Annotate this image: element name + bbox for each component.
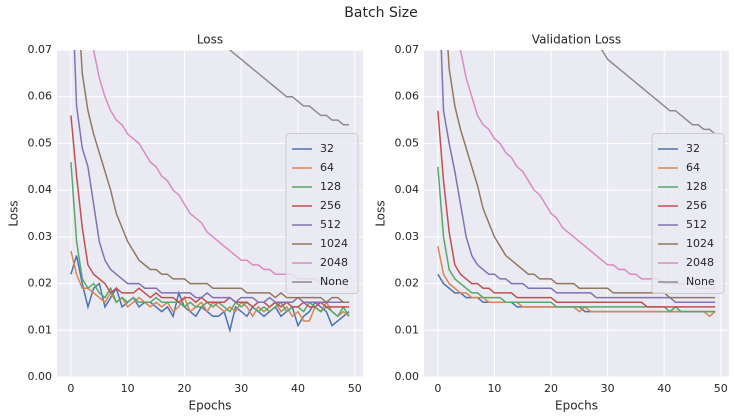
series-line xyxy=(228,50,350,126)
axes-title: Validation Loss xyxy=(532,33,621,47)
legend-label: 2048 xyxy=(686,256,714,269)
y-tick-label: 0.07 xyxy=(28,43,53,56)
legend-label: None xyxy=(686,275,715,288)
x-tick-label: 20 xyxy=(177,382,191,395)
y-axis-label: Loss xyxy=(7,200,21,226)
legend-label: 128 xyxy=(686,180,707,193)
plot-area xyxy=(70,50,350,334)
x-tick-label: 30 xyxy=(601,382,615,395)
x-tick-label: 0 xyxy=(67,382,74,395)
y-tick-label: 0.06 xyxy=(395,90,420,103)
legend-label: 512 xyxy=(320,218,341,231)
y-tick-label: 0.07 xyxy=(395,43,420,56)
legend-box xyxy=(285,133,359,294)
series-line xyxy=(70,162,350,318)
x-tick-label: 50 xyxy=(714,382,728,395)
legend-label: 1024 xyxy=(320,237,348,250)
x-axis-label: Epochs xyxy=(555,399,598,413)
y-tick-label: 0.03 xyxy=(28,230,53,243)
legend-box xyxy=(651,133,725,294)
legend-label: 256 xyxy=(320,199,341,212)
x-tick-label: 20 xyxy=(544,382,558,395)
series-line xyxy=(447,50,716,299)
y-tick-label: 0.06 xyxy=(28,90,53,103)
x-tick-label: 40 xyxy=(291,382,305,395)
y-tick-label: 0.01 xyxy=(28,323,53,336)
legend-label: 32 xyxy=(686,142,700,155)
series-line xyxy=(437,166,716,313)
x-tick-label: 40 xyxy=(657,382,671,395)
legend-label: 512 xyxy=(686,218,707,231)
y-tick-label: 0.00 xyxy=(28,370,53,383)
axes-title: Loss xyxy=(197,33,223,47)
y-tick-label: 0.02 xyxy=(28,277,53,290)
x-tick-label: 30 xyxy=(234,382,248,395)
legend: 32 64 128 256 512 1024 2048 None xyxy=(285,133,359,294)
y-tick-label: 0.01 xyxy=(395,323,420,336)
legend-label: 128 xyxy=(320,180,341,193)
series-line xyxy=(70,115,350,308)
y-tick-label: 0.05 xyxy=(28,136,53,149)
y-tick-label: 0.04 xyxy=(28,183,53,196)
legend-label: 1024 xyxy=(686,237,714,250)
y-axis-label: Loss xyxy=(374,200,388,226)
legend-label: None xyxy=(320,275,349,288)
y-tick-label: 0.03 xyxy=(395,230,420,243)
series-line xyxy=(80,50,350,304)
series-line xyxy=(70,255,350,334)
legend-label: 32 xyxy=(320,142,334,155)
y-tick-label: 0.02 xyxy=(395,277,420,290)
legend-label: 256 xyxy=(686,199,707,212)
x-tick-label: 10 xyxy=(121,382,135,395)
y-tick-label: 0.00 xyxy=(395,370,420,383)
x-tick-label: 10 xyxy=(487,382,501,395)
legend: 32 64 128 256 512 1024 2048 None xyxy=(651,133,725,294)
x-axis-label: Epochs xyxy=(189,399,232,413)
legend-label: 64 xyxy=(320,161,334,174)
y-tick-label: 0.05 xyxy=(395,136,420,149)
x-tick-label: 0 xyxy=(434,382,441,395)
series-line xyxy=(437,110,716,308)
series-line xyxy=(73,50,350,304)
legend-label: 2048 xyxy=(320,256,348,269)
legend-label: 64 xyxy=(686,161,700,174)
y-tick-label: 0.04 xyxy=(395,183,420,196)
x-tick-label: 50 xyxy=(348,382,362,395)
figure-title: Batch Size xyxy=(344,5,417,21)
series-line xyxy=(600,50,716,135)
